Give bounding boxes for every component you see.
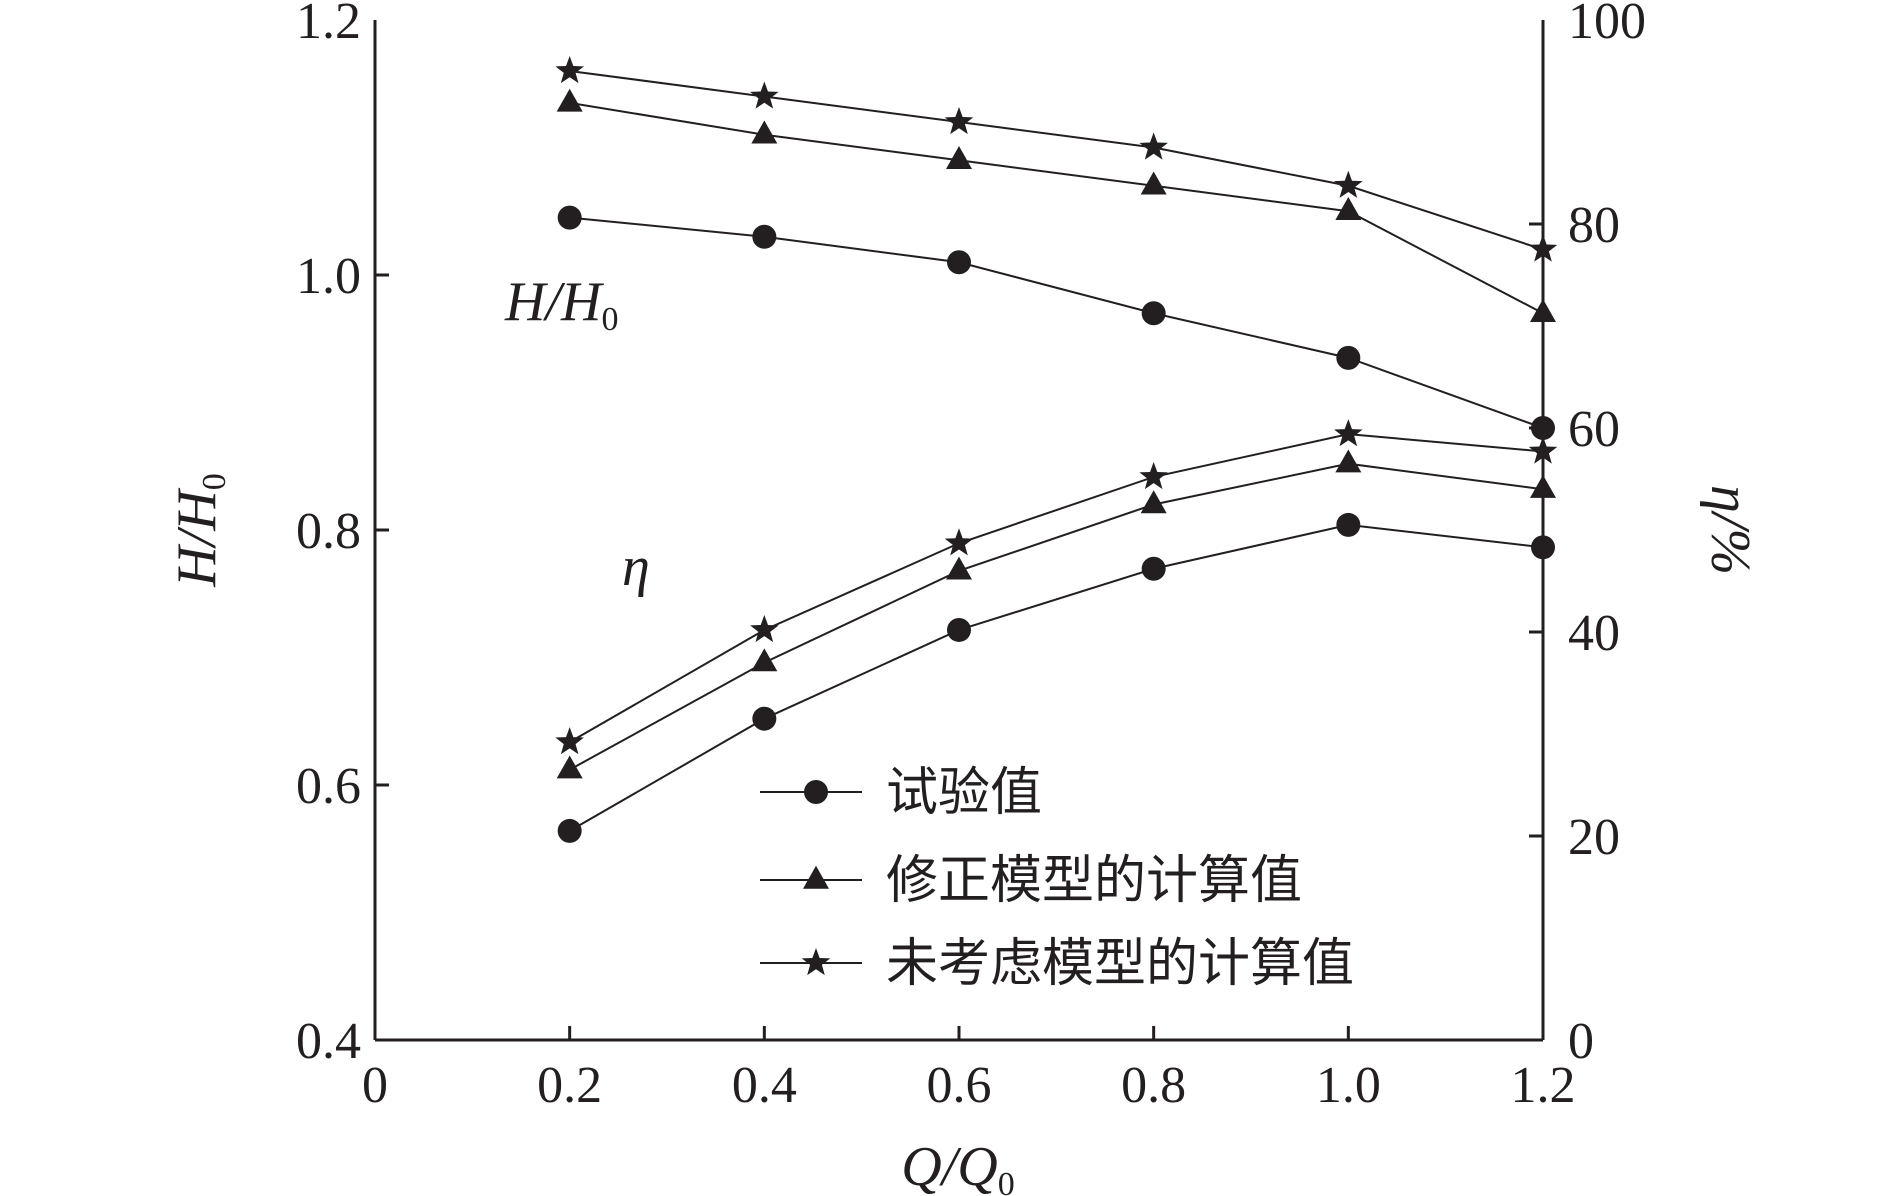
circle-marker bbox=[752, 224, 777, 249]
star-marker bbox=[750, 81, 779, 109]
triangle-marker bbox=[1335, 449, 1362, 473]
star-marker bbox=[1528, 234, 1558, 262]
star-marker bbox=[1139, 461, 1168, 490]
series-head-star bbox=[555, 56, 1558, 262]
series-line bbox=[569, 433, 1544, 744]
y2-tick-label: 80 bbox=[1568, 197, 1620, 254]
triangle-marker bbox=[751, 648, 778, 672]
y-axis-right-title: η/% bbox=[1699, 485, 1761, 575]
y2-tick-label: 40 bbox=[1568, 605, 1620, 662]
series-head-triangle bbox=[556, 88, 1556, 322]
x-tick-label: 0 bbox=[362, 1057, 388, 1114]
triangle-marker bbox=[1140, 171, 1167, 195]
y-tick-label: 1.0 bbox=[296, 248, 361, 305]
triangle-marker bbox=[751, 120, 778, 144]
y-tick-label: 1.2 bbox=[296, 0, 361, 50]
star-marker bbox=[1528, 436, 1558, 464]
series-line bbox=[569, 70, 1544, 251]
circle-marker bbox=[1531, 416, 1555, 440]
y2-tick-label: 20 bbox=[1568, 809, 1620, 866]
series-line bbox=[569, 523, 1544, 832]
x-axis-title-sub: 0 bbox=[998, 1166, 1015, 1196]
annotation-head: H/H0 bbox=[504, 271, 618, 338]
series-line bbox=[569, 216, 1544, 429]
x-axis-title: Q/Q0 bbox=[901, 1136, 1014, 1196]
annotation-head-main: H/H bbox=[504, 271, 604, 333]
x-tick-label: 0.6 bbox=[927, 1057, 992, 1114]
triangle-marker bbox=[556, 88, 583, 112]
series-eff-star bbox=[555, 419, 1558, 755]
star-marker bbox=[1334, 419, 1363, 447]
legend-label: 修正模型的计算值 bbox=[886, 851, 1302, 911]
series-line bbox=[569, 462, 1544, 771]
legend-label: 未考虑模型的计算值 bbox=[886, 934, 1354, 994]
circle-marker bbox=[1141, 301, 1166, 326]
series-eff-circle bbox=[557, 512, 1555, 843]
y-tick-label: 0.6 bbox=[296, 758, 361, 815]
legend-item: 未考虑模型的计算值 bbox=[760, 934, 1354, 994]
x-tick-label: 0.2 bbox=[537, 1057, 602, 1114]
circle-marker bbox=[1336, 512, 1361, 537]
circle-marker bbox=[1336, 345, 1361, 370]
triangle-marker bbox=[1530, 299, 1556, 322]
triangle-marker bbox=[556, 755, 583, 779]
y-tick-label: 0.4 bbox=[296, 1013, 361, 1070]
y2-tick-label: 60 bbox=[1568, 401, 1620, 458]
annotation-head-sub: 0 bbox=[601, 301, 618, 338]
series-head-circle bbox=[557, 205, 1555, 440]
star-marker bbox=[1334, 170, 1363, 198]
series-line bbox=[569, 101, 1544, 315]
y-axis-right-title-group: η/% bbox=[1699, 485, 1761, 575]
circle-marker bbox=[947, 617, 971, 642]
star-marker bbox=[555, 56, 584, 84]
star-marker bbox=[944, 107, 974, 135]
x-tick-label: 0.4 bbox=[732, 1057, 797, 1114]
legend-triangle-marker bbox=[803, 865, 829, 889]
series-eff-triangle bbox=[556, 449, 1556, 779]
x-tick-label: 1.0 bbox=[1316, 1057, 1381, 1114]
triangle-marker bbox=[1530, 475, 1556, 498]
star-marker bbox=[944, 528, 974, 556]
y2-tick-label: 0 bbox=[1568, 1013, 1594, 1070]
legend-circle-marker bbox=[804, 780, 828, 804]
legend-star-marker bbox=[801, 948, 831, 976]
star-marker bbox=[750, 614, 779, 643]
circle-marker bbox=[557, 818, 582, 843]
annotation-eff: η bbox=[622, 536, 650, 598]
circle-marker bbox=[947, 250, 971, 275]
y-tick-label: 0.8 bbox=[296, 503, 361, 560]
series-layer bbox=[555, 56, 1558, 843]
y-axis-left-title-main: H/H bbox=[166, 488, 228, 588]
y-axis-left-title-sub: 0 bbox=[196, 473, 233, 490]
triangle-marker bbox=[946, 146, 972, 169]
triangle-marker bbox=[946, 556, 972, 580]
star-marker bbox=[555, 727, 584, 755]
circle-marker bbox=[752, 706, 777, 731]
ticks: 0 0.2 0.4 0.6 0.8 1.0 1.20.40.60.81.01.2020406… bbox=[296, 0, 1646, 1114]
triangle-marker bbox=[1140, 490, 1167, 514]
x-tick-label: 1.2 bbox=[1511, 1057, 1576, 1114]
legend-item: 试验值 bbox=[760, 763, 1042, 823]
legend-item: 修正模型的计算值 bbox=[760, 851, 1302, 911]
x-axis-title-main: Q/Q bbox=[901, 1136, 997, 1196]
legend-label: 试验值 bbox=[886, 763, 1042, 823]
y2-tick-label: 100 bbox=[1568, 0, 1646, 50]
y-axis-left-title-group: H/H0 bbox=[166, 473, 233, 587]
circle-marker bbox=[1531, 535, 1555, 560]
triangle-marker bbox=[1335, 197, 1362, 220]
x-tick-label: 0.8 bbox=[1121, 1057, 1186, 1114]
y-axis-left-title: H/H0 bbox=[166, 473, 233, 587]
circle-marker bbox=[557, 205, 582, 230]
circle-marker bbox=[1141, 556, 1166, 581]
star-marker bbox=[1139, 132, 1168, 160]
